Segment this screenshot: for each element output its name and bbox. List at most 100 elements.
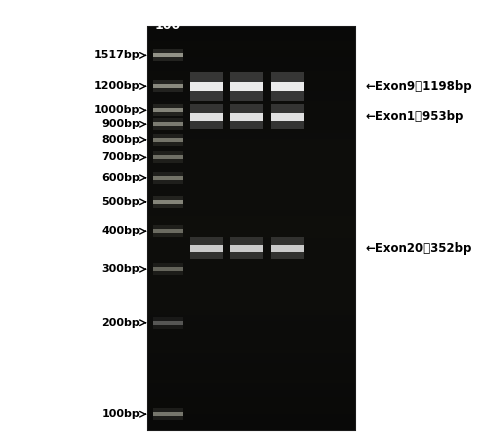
Bar — [230, 245, 262, 252]
Bar — [148, 244, 355, 246]
Bar — [148, 396, 355, 397]
Bar — [148, 242, 355, 244]
Bar — [148, 204, 355, 206]
Bar — [148, 127, 355, 129]
Bar — [148, 141, 355, 144]
Bar — [148, 77, 355, 79]
Bar — [152, 412, 182, 416]
Bar — [148, 196, 355, 198]
Text: 1200bp: 1200bp — [94, 82, 140, 91]
Bar — [148, 335, 355, 337]
Bar — [148, 218, 355, 220]
Bar — [148, 234, 355, 236]
Bar — [148, 291, 355, 293]
Text: 600bp: 600bp — [101, 173, 140, 183]
Bar — [148, 121, 355, 123]
Text: 1000bp: 1000bp — [94, 105, 140, 115]
Bar — [148, 123, 355, 125]
Bar — [148, 248, 355, 250]
Text: ←Exon1：953bp: ←Exon1：953bp — [365, 110, 464, 123]
Bar — [148, 65, 355, 67]
Text: ←Exon20：352bp: ←Exon20：352bp — [365, 241, 472, 255]
Bar — [148, 246, 355, 248]
Bar — [148, 39, 355, 41]
Bar — [148, 287, 355, 289]
Bar — [148, 188, 355, 190]
Bar — [148, 212, 355, 214]
Bar — [148, 254, 355, 256]
Bar — [148, 61, 355, 63]
Bar — [148, 363, 355, 365]
Bar — [271, 113, 304, 120]
Bar — [148, 333, 355, 335]
Bar — [148, 137, 355, 140]
Bar — [148, 89, 355, 91]
Bar — [148, 73, 355, 75]
Bar — [148, 206, 355, 208]
Bar — [148, 27, 355, 430]
Bar — [148, 45, 355, 47]
Bar — [148, 271, 355, 272]
Text: M: M — [162, 3, 173, 16]
Bar — [148, 186, 355, 188]
Bar — [148, 63, 355, 65]
Bar — [148, 353, 355, 355]
Bar — [148, 184, 355, 186]
Bar — [148, 31, 355, 33]
Bar — [148, 367, 355, 369]
Bar — [148, 361, 355, 363]
Bar — [190, 72, 222, 101]
Bar — [148, 393, 355, 396]
Bar — [148, 377, 355, 379]
Bar — [148, 404, 355, 405]
Text: 空: 空 — [309, 7, 316, 20]
Bar — [152, 196, 182, 208]
Bar — [148, 75, 355, 77]
Text: ZGY: ZGY — [273, 7, 302, 20]
Bar — [148, 420, 355, 422]
Bar — [148, 125, 355, 128]
Bar — [148, 162, 355, 163]
Bar — [230, 82, 262, 91]
Bar — [148, 140, 355, 141]
Bar — [148, 297, 355, 299]
Bar — [152, 80, 182, 92]
Bar — [148, 311, 355, 313]
Bar — [148, 180, 355, 182]
Bar — [148, 103, 355, 105]
Bar — [152, 225, 182, 237]
Text: 700bp: 700bp — [101, 152, 140, 163]
Bar — [148, 323, 355, 325]
Bar — [148, 357, 355, 359]
Bar — [148, 412, 355, 414]
Bar — [148, 228, 355, 230]
Bar — [148, 327, 355, 329]
Text: 800bp: 800bp — [101, 135, 140, 145]
Bar — [148, 359, 355, 361]
Bar — [148, 279, 355, 280]
Bar — [148, 422, 355, 424]
Bar — [152, 229, 182, 233]
Bar — [148, 405, 355, 408]
Bar — [152, 172, 182, 184]
Bar — [148, 349, 355, 351]
Bar — [148, 341, 355, 343]
Bar — [148, 351, 355, 353]
Bar — [148, 136, 355, 137]
Bar — [148, 373, 355, 375]
Text: 300bp: 300bp — [102, 264, 140, 274]
Bar — [148, 371, 355, 373]
Bar — [148, 115, 355, 117]
Bar — [148, 35, 355, 37]
Text: SWW: SWW — [228, 7, 264, 20]
Bar — [148, 81, 355, 83]
Bar — [148, 57, 355, 59]
Bar — [148, 144, 355, 145]
Bar — [148, 379, 355, 381]
Bar — [152, 50, 182, 62]
Bar — [148, 41, 355, 43]
Bar — [152, 105, 182, 117]
Bar — [148, 163, 355, 166]
Text: 1517bp: 1517bp — [94, 51, 140, 60]
Bar — [152, 267, 182, 271]
